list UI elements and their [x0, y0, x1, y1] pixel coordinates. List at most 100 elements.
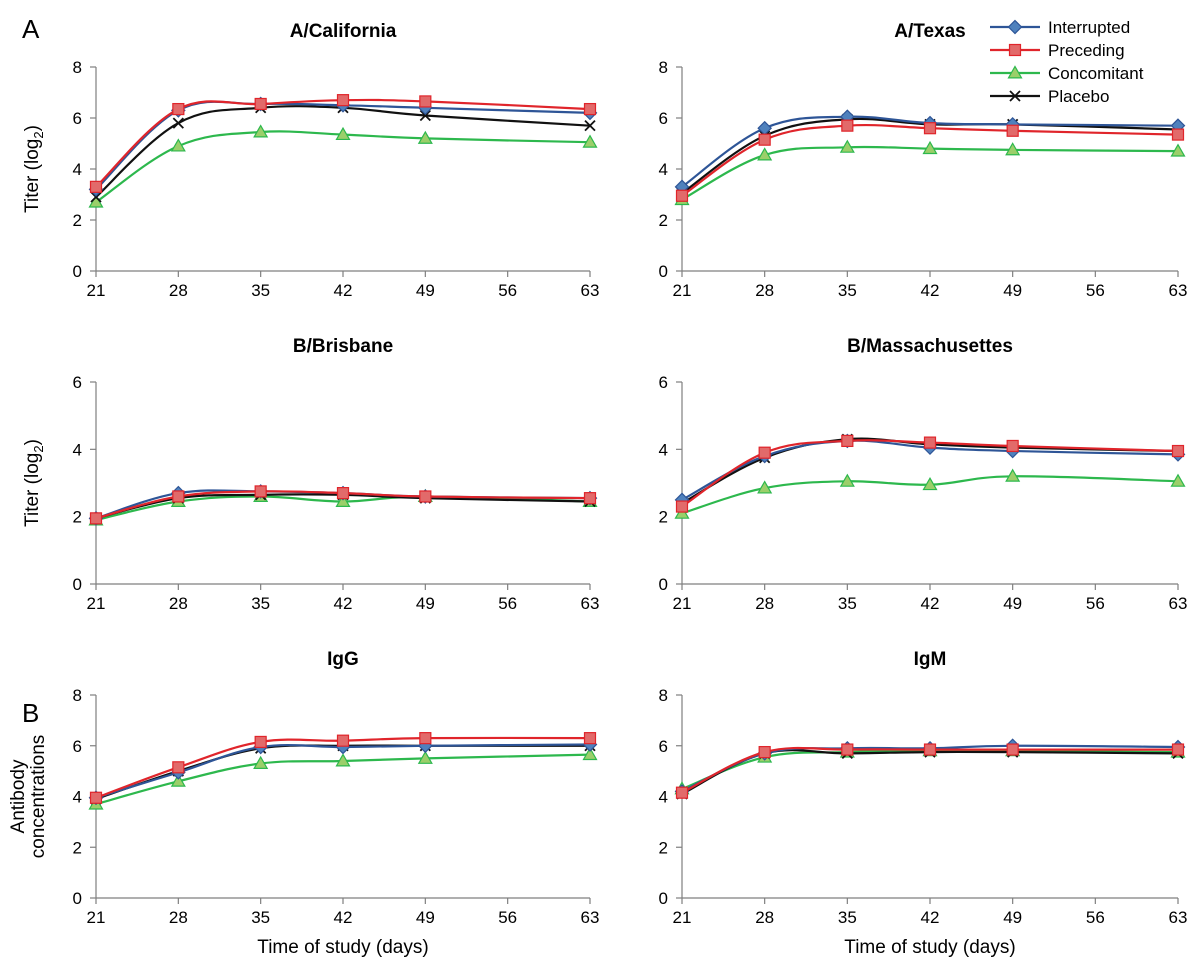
chart-title: B/Brisbane	[293, 336, 393, 357]
panel-label-b: B	[22, 698, 39, 728]
point-preceding-day-42	[336, 94, 350, 107]
x-tick-label: 42	[334, 594, 353, 613]
x-axis-label: Time of study (days)	[257, 937, 428, 958]
point-preceding-day-21	[89, 180, 103, 193]
x-tick-label: 28	[169, 594, 188, 613]
point-preceding-day-49	[1006, 743, 1019, 756]
point-concomitant-day-42	[335, 493, 351, 507]
y-tick-label: 4	[73, 788, 82, 807]
x-tick-label: 21	[87, 281, 106, 300]
x-tick-label: 28	[169, 908, 188, 927]
chart-title: A/Texas	[894, 21, 965, 42]
y-axis-label: Antibody	[8, 759, 29, 833]
y-tick-label: 6	[659, 373, 668, 392]
y-tick-label: 4	[73, 440, 82, 459]
series-concomitant	[88, 746, 598, 810]
point-concomitant-day-35	[253, 124, 269, 138]
point-concomitant-day-49	[1005, 142, 1021, 156]
chart-title: IgM	[914, 649, 947, 670]
x-tick-label: 42	[921, 281, 940, 300]
series-preceding	[675, 434, 1185, 513]
legend-label: Concomitant	[1048, 64, 1144, 83]
y-tick-label: 8	[73, 686, 82, 705]
point-preceding-day-28	[758, 446, 771, 459]
panel-label-a: A	[22, 14, 40, 44]
x-tick-label: 49	[1003, 908, 1022, 927]
series-line-concomitant	[681, 145, 1179, 201]
point-preceding-day-35	[254, 735, 267, 749]
chart-title: IgG	[327, 649, 359, 670]
x-tick-label: 28	[755, 908, 774, 927]
x-tick-label: 63	[1169, 594, 1188, 613]
series-preceding	[675, 743, 1185, 799]
point-preceding-day-63	[583, 732, 597, 745]
y-tick-label: 2	[659, 211, 668, 230]
x-tick-label: 35	[251, 908, 270, 927]
series-concomitant	[674, 139, 1186, 206]
series-preceding	[89, 485, 597, 525]
x-tick-label: 28	[755, 281, 774, 300]
point-preceding-day-35	[254, 97, 267, 111]
point-preceding-day-35	[841, 743, 854, 756]
point-concomitant-day-63	[1170, 473, 1186, 487]
point-concomitant-day-28	[170, 138, 186, 152]
legend-marker-x	[1009, 90, 1021, 102]
series-interrupted	[88, 96, 598, 197]
point-preceding-day-28	[172, 761, 185, 774]
y-tick-label: 4	[659, 788, 668, 807]
legend-marker-diamond	[1007, 19, 1023, 35]
point-preceding-day-28	[758, 133, 771, 146]
legend: Interrupted Preceding Concomitant Placebo	[990, 18, 1144, 106]
x-tick-label: 21	[673, 594, 692, 613]
series-concomitant	[674, 468, 1186, 519]
point-preceding-day-42	[336, 734, 350, 747]
legend-label: Interrupted	[1048, 18, 1130, 37]
point-concomitant-day-42	[335, 753, 351, 767]
point-preceding-day-63	[583, 492, 597, 505]
point-concomitant-day-28	[757, 147, 773, 161]
y-tick-label: 0	[659, 262, 668, 281]
x-tick-label: 63	[1169, 281, 1188, 300]
x-tick-label: 63	[581, 908, 600, 927]
point-preceding-day-35	[254, 485, 267, 498]
chart-title: B/Massachusettes	[847, 336, 1013, 357]
point-preceding-day-42	[923, 436, 937, 449]
x-tick-label: 63	[581, 594, 600, 613]
x-tick-label: 28	[169, 281, 188, 300]
series-line-concomitant	[95, 130, 591, 204]
chart-title: A/California	[290, 21, 397, 42]
x-tick-label: 56	[1086, 594, 1105, 613]
legend-marker-square	[1008, 43, 1022, 57]
y-tick-label: 6	[659, 737, 668, 756]
point-preceding-day-42	[923, 122, 937, 135]
x-tick-label: 63	[581, 281, 600, 300]
x-tick-label: 49	[416, 908, 435, 927]
chart-b-massachusettes: B/Massachusettes 0 2 4 6 21 28 35 42 49 56 63	[659, 336, 1188, 613]
point-concomitant-day-28	[757, 480, 773, 494]
point-preceding-day-35	[841, 434, 854, 448]
series-preceding	[675, 119, 1185, 202]
x-tick-label: 42	[334, 908, 353, 927]
y-tick-label: 2	[73, 508, 82, 527]
x-tick-label: 56	[498, 281, 517, 300]
point-preceding-day-49	[1006, 439, 1019, 453]
series-preceding	[89, 94, 597, 193]
point-concomitant-day-63	[582, 134, 598, 148]
chart-a-texas: A/Texas 0 2 4 6 8 21 28 35 42 49 56 63	[659, 21, 1188, 300]
y-axis-label: Titer (log2)	[22, 439, 46, 527]
point-concomitant-day-63	[582, 746, 598, 761]
point-preceding-day-28	[172, 102, 185, 116]
point-preceding-day-63	[583, 102, 597, 116]
point-concomitant-day-49	[417, 750, 433, 764]
y-tick-label: 0	[659, 575, 668, 594]
point-concomitant-day-42	[922, 140, 938, 155]
chart-igg: IgG 0 2 4 6 8 21 28 35 42 49 56 63 Antibody concentrat…	[8, 649, 599, 958]
point-concomitant-day-63	[1170, 143, 1186, 157]
y-tick-label: 0	[73, 575, 82, 594]
point-placebo-day-49	[419, 109, 431, 122]
x-tick-label: 35	[838, 594, 857, 613]
x-tick-label: 28	[755, 594, 774, 613]
x-tick-label: 49	[1003, 594, 1022, 613]
y-tick-label: 2	[659, 838, 668, 857]
